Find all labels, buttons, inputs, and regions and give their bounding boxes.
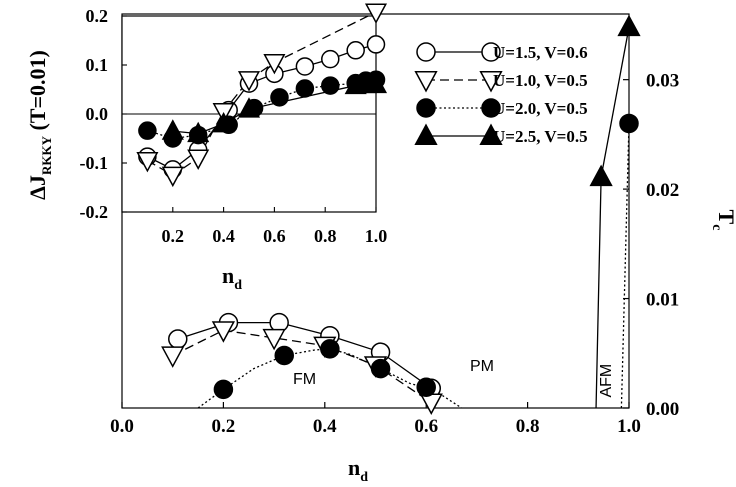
inset-point-series-4 xyxy=(187,121,210,143)
inset-point-series-3 xyxy=(138,121,157,140)
main-point-series-3 xyxy=(416,377,436,397)
main-extra-line xyxy=(620,123,629,408)
inset-plot: 0.2 0.4 0.6 0.8 1.0 -0.2 -0.1 0.0 0.1 0.2 xyxy=(80,3,388,246)
main-point-series-2 xyxy=(161,346,185,368)
inset-point-series-2 xyxy=(237,71,261,92)
y-right-tick-label: 0.00 xyxy=(646,399,679,420)
x-tick-label: 0.2 xyxy=(212,416,236,437)
legend-marker xyxy=(414,70,438,93)
inset-point-series-1 xyxy=(366,35,386,54)
legend-item-label: U=1.0, V=0.5 xyxy=(493,71,588,90)
main-x-axis-label: nd xyxy=(348,455,368,485)
legend-marker xyxy=(416,42,436,62)
legend-marker xyxy=(479,123,503,146)
main-markers xyxy=(161,14,641,415)
legend-marker xyxy=(479,70,503,93)
inset-point-series-4 xyxy=(364,72,388,94)
inset-y-tick-label: -0.2 xyxy=(80,202,109,222)
inset-point-series-1 xyxy=(346,41,365,60)
main-point-series-1 xyxy=(168,329,188,349)
inset-point-series-3 xyxy=(270,88,289,107)
main-point-series-3 xyxy=(213,379,234,400)
inset-series-line-1 xyxy=(147,43,376,171)
x-tick-label: 0.4 xyxy=(313,416,337,437)
inset-y-tick-label: 0.0 xyxy=(86,104,109,124)
main-series-line-3 xyxy=(197,348,463,408)
main-point-series-4 xyxy=(617,14,641,37)
x-tick-label: 0.0 xyxy=(110,416,134,437)
legend-marker xyxy=(481,42,501,62)
legend-item-label: U=1.5, V=0.6 xyxy=(493,43,588,62)
inset-markers xyxy=(136,3,388,188)
annotation-fm: FM xyxy=(293,371,316,388)
annotation-pm: PM xyxy=(470,358,494,375)
main-point-series-2 xyxy=(262,328,286,351)
inset-point-series-4 xyxy=(212,111,235,133)
inset-point-series-4 xyxy=(237,97,261,118)
inset-point-series-3 xyxy=(321,76,340,95)
x-tick-label: 0.8 xyxy=(516,416,540,437)
main-point-series-2 xyxy=(211,321,236,343)
main-point-series-3 xyxy=(274,345,294,366)
main-y-axis-label: Tc xyxy=(709,210,736,231)
inset-y-tick-label: 0.2 xyxy=(86,6,109,26)
inset-x-tick-label: 1.0 xyxy=(365,226,388,246)
main-point-extra xyxy=(619,113,639,134)
legend-item-label: U=2.5, V=0.5 xyxy=(493,127,588,146)
inset-point-series-2 xyxy=(263,53,286,75)
inset-point-series-2 xyxy=(364,3,388,24)
inset-y-axis-label: ΔJRKKY (T=0.01) xyxy=(25,50,54,200)
inset-x-tick-label: 0.6 xyxy=(263,226,286,246)
legend-marker xyxy=(414,123,438,146)
legend-item-label: U=2.0, V=0.5 xyxy=(493,99,588,118)
inset-y-tick-label: -0.1 xyxy=(80,153,109,173)
legend-marker xyxy=(416,98,436,118)
main-point-series-4 xyxy=(589,164,613,187)
y-right-tick-label: 0.01 xyxy=(646,290,679,311)
inset-point-series-2 xyxy=(187,149,210,170)
inset-x-axis-label: nd xyxy=(222,263,242,293)
inset-point-series-2 xyxy=(136,151,159,173)
legend-marker xyxy=(481,98,501,118)
main-point-series-2 xyxy=(419,393,443,415)
main-point-series-3 xyxy=(320,339,340,359)
main-series-line-4 xyxy=(595,27,629,408)
x-tick-label: 0.6 xyxy=(414,416,438,437)
inset-x-tick-label: 0.8 xyxy=(314,226,337,246)
inset-x-tick-label: 0.4 xyxy=(212,226,235,246)
inset-y-tick-label: 0.1 xyxy=(86,55,109,75)
inset-point-series-1 xyxy=(295,57,315,76)
inset-point-series-4 xyxy=(161,119,184,140)
inset-point-series-3 xyxy=(295,79,315,98)
main-series-line-2 xyxy=(172,329,432,404)
annotation-afm: AFM xyxy=(598,364,615,398)
x-tick-label: 1.0 xyxy=(617,416,641,437)
inset-x-tick-label: 0.2 xyxy=(162,226,185,246)
y-right-tick-label: 0.03 xyxy=(646,71,679,92)
legend: U=1.5, V=0.6 U=1.0, V=0.5 U=2.0, V=0.5 U=2.… xyxy=(414,42,588,146)
inset-point-series-1 xyxy=(321,49,340,69)
main-point-series-3 xyxy=(370,358,391,379)
y-right-tick-label: 0.02 xyxy=(646,180,679,201)
inset-point-series-2 xyxy=(161,166,184,188)
